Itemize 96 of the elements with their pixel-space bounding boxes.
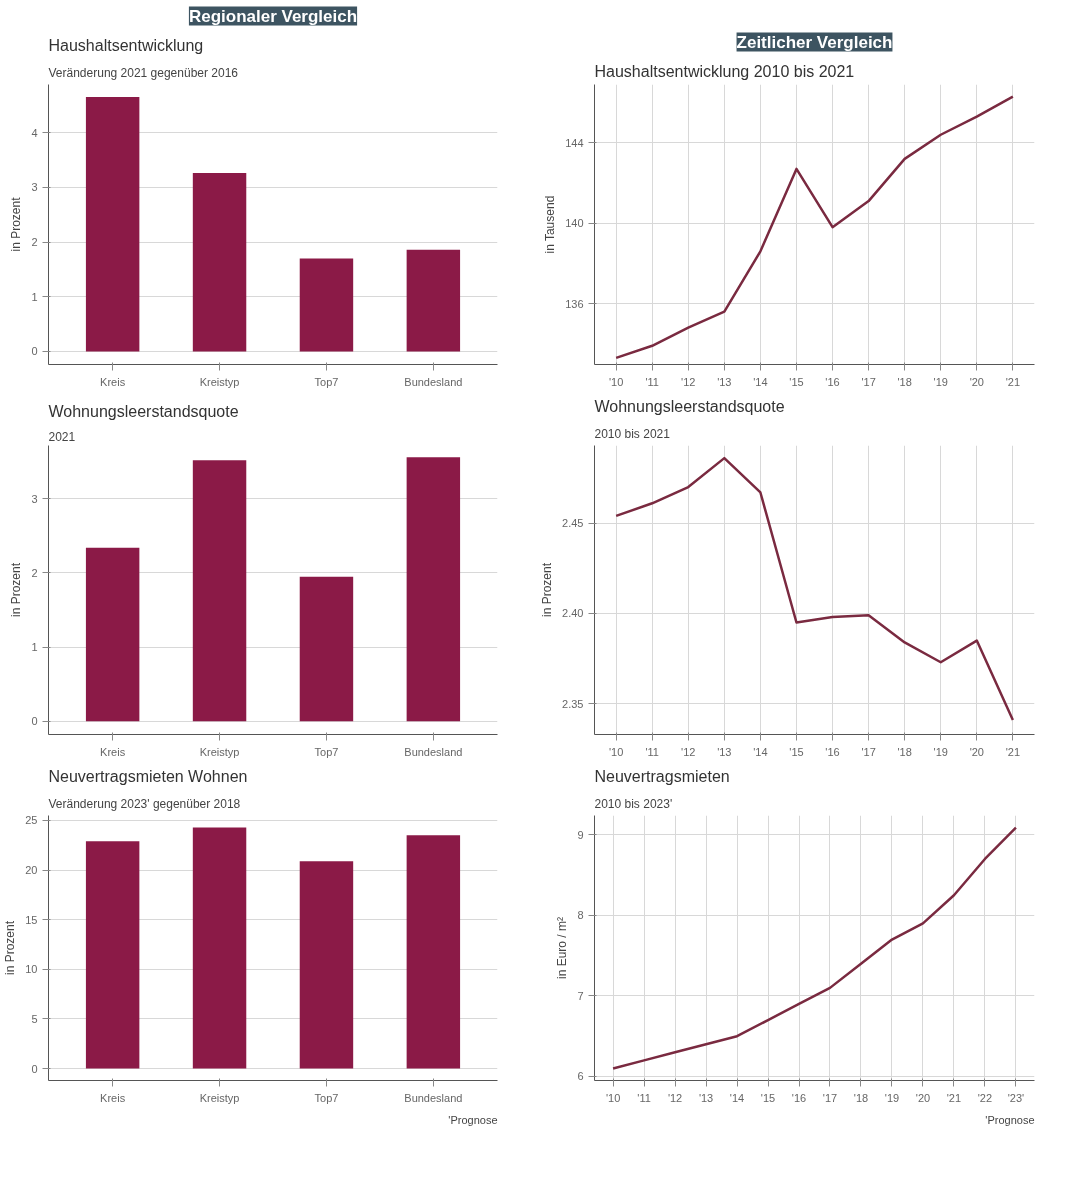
y-tick-label: 5	[31, 1012, 38, 1025]
y-tick-label: 25	[25, 814, 38, 827]
x-tick-label: Kreistyp	[199, 375, 240, 388]
x-tick-label: '21	[1005, 375, 1021, 388]
y-tick-label: 2.35	[562, 697, 584, 710]
y-axis-title: in Prozent	[9, 196, 24, 252]
y-tick-label: 15	[25, 913, 38, 926]
x-tick-label: '17	[822, 1091, 838, 1104]
y-tick-label: 0	[31, 1062, 38, 1075]
x-tick-label: Kreistyp	[199, 1091, 240, 1104]
x-tick-label: '20	[915, 1091, 931, 1104]
y-tick-label: 0	[31, 345, 38, 358]
x-tick-label: '13	[717, 745, 732, 758]
x-tick-label: '15	[789, 375, 804, 388]
y-axis-title: in Prozent	[9, 562, 24, 618]
x-tick-label: Top7	[314, 745, 339, 758]
x-tick-label: '16	[825, 745, 840, 758]
y-tick-label: 3	[31, 181, 38, 194]
text: Regionaler Vergleich	[188, 6, 358, 26]
y-axis-title: in Tausend	[543, 195, 558, 254]
x-tick-label: '12	[667, 1091, 683, 1104]
y-tick-label: 1	[31, 641, 38, 654]
chart-subtitle: 2010 bis 2023'	[594, 796, 673, 811]
x-tick-label: '17	[861, 375, 876, 388]
x-tick-label: Top7	[314, 375, 339, 388]
x-tick-label: Kreis	[100, 1091, 126, 1104]
x-tick-label: '18	[897, 745, 912, 758]
chart-title: Neuvertragsmieten	[594, 767, 730, 785]
chart-title: Wohnungsleerstandsquote	[48, 402, 239, 420]
text: 'Prognose	[985, 1113, 1035, 1126]
x-tick-label: '14	[729, 1091, 745, 1104]
y-tick-label: 6	[577, 1070, 584, 1083]
x-tick-label: '10	[608, 375, 624, 388]
x-tick-label: '11	[645, 745, 659, 758]
x-tick-label: Bundesland	[404, 745, 463, 758]
x-tick-label: '19	[884, 1091, 900, 1104]
x-tick-label: '11	[645, 375, 659, 388]
y-tick-label: 8	[577, 909, 584, 922]
y-tick-label: 3	[31, 492, 38, 505]
x-tick-label: '22	[977, 1091, 993, 1104]
x-tick-label: '16	[791, 1091, 807, 1104]
y-tick-label: 4	[31, 126, 38, 139]
y-tick-label: 9	[577, 828, 584, 841]
x-tick-label: '16	[825, 375, 840, 388]
x-tick-label: '20	[969, 375, 984, 388]
x-tick-label: Kreis	[100, 745, 126, 758]
x-tick-label: Bundesland	[404, 1091, 463, 1104]
chart-title: Wohnungsleerstandsquote	[594, 397, 785, 415]
y-tick-label: 10	[25, 963, 38, 976]
y-tick-label: 144	[565, 136, 584, 149]
y-tick-label: 140	[565, 217, 584, 230]
y-tick-label: 2.45	[562, 517, 584, 530]
text: Zeitlicher Vergleich	[736, 32, 893, 52]
y-axis-title: in Prozent	[3, 920, 18, 976]
x-tick-label: '21	[1005, 745, 1021, 758]
y-tick-label: 20	[25, 864, 38, 877]
chart-title: Haushaltsentwicklung 2010 bis 2021	[594, 62, 855, 80]
y-tick-label: 136	[565, 297, 584, 310]
y-axis-title: in Prozent	[540, 562, 555, 618]
x-tick-label: '19	[933, 375, 948, 388]
x-tick-label: '20	[969, 745, 984, 758]
x-tick-label: '13	[698, 1091, 714, 1104]
x-tick-label: '10	[608, 745, 624, 758]
text: 'Prognose	[448, 1113, 498, 1126]
y-tick-label: 2	[31, 236, 38, 248]
x-tick-label: '18	[853, 1091, 869, 1104]
x-tick-label: Bundesland	[404, 375, 463, 388]
x-tick-label: '11	[637, 1091, 651, 1104]
chart-subtitle: Veränderung 2021 gegenüber 2016	[48, 65, 239, 80]
y-tick-label: 2	[31, 566, 38, 579]
x-tick-label: '12	[681, 375, 696, 388]
x-tick-label: '14	[753, 375, 768, 388]
x-tick-label: '15	[789, 745, 804, 758]
x-tick-label: Top7	[314, 1091, 339, 1104]
chart-title: Neuvertragsmieten Wohnen	[48, 767, 248, 785]
y-tick-label: 7	[577, 989, 584, 1002]
x-tick-label: Kreis	[100, 375, 126, 388]
chart-subtitle: 2010 bis 2021	[594, 426, 671, 441]
x-tick-label: '14	[753, 745, 768, 758]
y-tick-label: 2.40	[562, 607, 584, 620]
x-tick-label: '17	[861, 745, 876, 758]
x-tick-label: '21	[946, 1091, 962, 1104]
chart-subtitle: Veränderung 2023' gegenüber 2018	[48, 796, 241, 811]
x-tick-label: '10	[605, 1091, 621, 1104]
x-tick-label: '13	[717, 375, 732, 388]
y-axis-title: in Euro / m²	[555, 916, 570, 980]
x-tick-label: '23'	[1007, 1091, 1025, 1104]
x-tick-label: '15	[760, 1091, 776, 1104]
y-tick-label: 0	[31, 715, 38, 728]
x-tick-label: '12	[681, 745, 696, 758]
x-tick-label: '18	[897, 375, 912, 388]
y-tick-label: 1	[31, 290, 38, 303]
chart-title: Haushaltsentwicklung	[48, 36, 204, 54]
x-tick-label: '19	[933, 745, 948, 758]
chart-subtitle: 2021	[48, 429, 76, 444]
x-tick-label: Kreistyp	[199, 745, 240, 758]
